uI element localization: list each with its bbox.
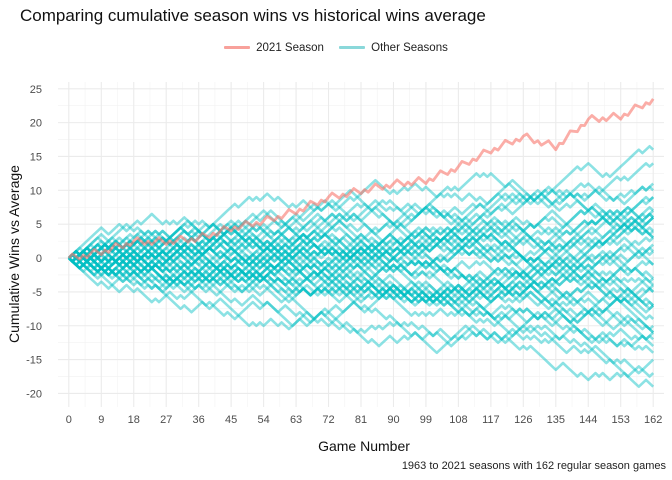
other-season-line xyxy=(67,236,655,311)
x-tick-label: 54 xyxy=(257,414,269,426)
other-season-line xyxy=(67,250,655,304)
x-tick-label: 18 xyxy=(128,414,140,426)
x-tick-label: 117 xyxy=(482,414,500,426)
legend: 2021 Season Other Seasons xyxy=(0,42,672,54)
other-season-line xyxy=(67,185,655,267)
other-season-line xyxy=(67,239,655,334)
chart-title: Comparing cumulative season wins vs hist… xyxy=(20,6,486,25)
legend-key-other xyxy=(339,46,366,50)
season-2021-line xyxy=(67,98,655,261)
other-season-line xyxy=(67,202,655,307)
other-season-line xyxy=(67,209,655,270)
x-tick-label: 135 xyxy=(547,414,565,426)
season-2021-line-group xyxy=(67,98,655,261)
y-tick-label: -10 xyxy=(26,321,42,333)
other-season-line xyxy=(67,250,655,334)
other-season-line xyxy=(67,233,655,348)
x-tick-label: 72 xyxy=(322,414,334,426)
other-season-line xyxy=(67,250,655,378)
x-tick-label: 153 xyxy=(612,414,630,426)
other-season-line xyxy=(67,216,655,277)
legend-label-other: Other Seasons xyxy=(371,42,448,54)
other-season-line xyxy=(67,236,655,300)
other-season-line xyxy=(67,195,655,260)
other-season-line xyxy=(67,250,655,331)
other-season-line xyxy=(67,250,655,304)
other-season-line xyxy=(67,195,655,267)
x-tick-label: 108 xyxy=(449,414,467,426)
x-tick-label: 81 xyxy=(355,414,367,426)
y-axis-title: Cumulative Wins vs Average xyxy=(6,165,22,343)
tick-labels: 0 9 18 27 36 45 54 63 72 81 90 99 108 117 126 135 144 153… xyxy=(26,84,662,426)
legend-label-2021: 2021 Season xyxy=(256,42,324,54)
other-season-line xyxy=(67,216,655,311)
other-season-line xyxy=(67,243,655,388)
y-tick-label: 20 xyxy=(30,118,42,130)
x-tick-label: 144 xyxy=(579,414,597,426)
other-season-line xyxy=(67,233,655,294)
y-tick-label: -15 xyxy=(26,355,42,367)
y-tick-label: 0 xyxy=(36,253,42,265)
x-tick-label: 99 xyxy=(420,414,432,426)
caption: 1963 to 2021 seasons with 162 regular se… xyxy=(401,460,666,472)
y-tick-label: 10 xyxy=(30,185,42,197)
x-tick-label: 162 xyxy=(644,414,662,426)
x-tick-label: 63 xyxy=(290,414,302,426)
x-tick-label: 27 xyxy=(160,414,172,426)
other-season-line xyxy=(67,226,655,321)
other-season-line xyxy=(67,250,655,321)
other-season-line xyxy=(67,145,655,270)
x-tick-label: 90 xyxy=(387,414,399,426)
other-season-line xyxy=(67,250,655,354)
other-season-line xyxy=(67,206,655,280)
other-season-line xyxy=(67,233,655,283)
other-season-line xyxy=(67,202,655,267)
other-season-line xyxy=(67,182,655,280)
other-season-line xyxy=(67,246,655,331)
y-tick-label: 5 xyxy=(36,219,42,231)
y-tick-label: -20 xyxy=(26,388,42,400)
legend-item-2021: 2021 Season xyxy=(224,42,324,54)
other-season-line xyxy=(67,216,655,300)
other-season-line xyxy=(67,246,655,307)
x-tick-label: 0 xyxy=(66,414,72,426)
other-season-line xyxy=(67,199,655,263)
other-season-line xyxy=(67,253,655,375)
other-season-line xyxy=(67,216,655,294)
other-season-line xyxy=(67,253,655,324)
other-season-line xyxy=(67,216,655,304)
legend-item-other: Other Seasons xyxy=(339,42,448,54)
y-tick-label: -5 xyxy=(32,287,42,299)
y-tick-label: 25 xyxy=(30,84,42,96)
other-season-line xyxy=(67,236,655,293)
other-seasons-lines xyxy=(67,145,655,388)
other-season-line xyxy=(67,253,655,344)
other-season-line xyxy=(67,239,655,304)
other-season-line xyxy=(67,233,655,290)
other-season-line xyxy=(67,196,655,260)
y-tick-label: 15 xyxy=(30,151,42,163)
x-tick-label: 9 xyxy=(98,414,104,426)
other-season-line xyxy=(67,162,655,273)
x-tick-label: 45 xyxy=(225,414,237,426)
x-axis-title: Game Number xyxy=(318,438,410,454)
other-season-line xyxy=(67,257,655,314)
other-season-line xyxy=(67,236,655,341)
legend-key-2021 xyxy=(224,46,251,50)
x-tick-label: 126 xyxy=(514,414,532,426)
x-tick-label: 36 xyxy=(193,414,205,426)
other-season-line xyxy=(67,236,655,348)
